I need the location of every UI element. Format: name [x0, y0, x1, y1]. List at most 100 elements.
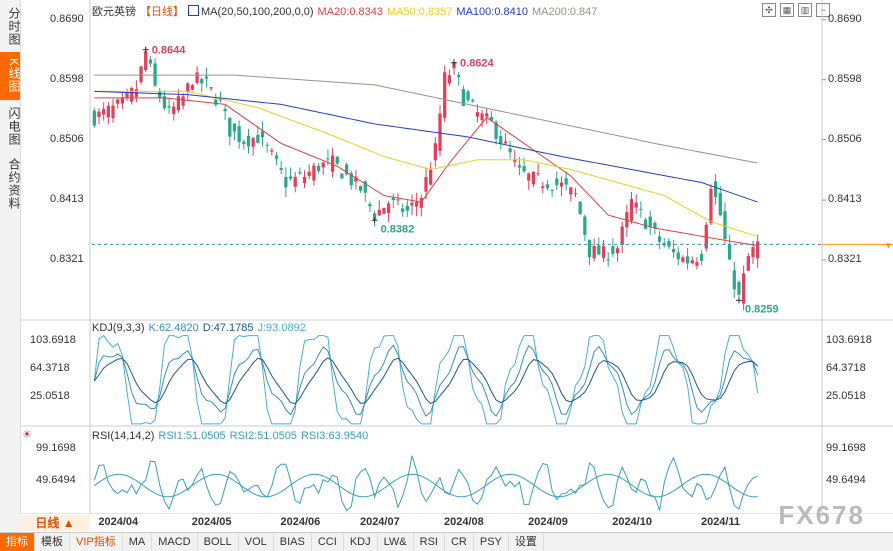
candle-body: [555, 178, 559, 186]
candle-body: [625, 212, 629, 228]
candle-body: [391, 197, 395, 200]
toolbar-indicators[interactable]: 指标: [0, 533, 35, 551]
candle-body: [709, 188, 713, 224]
candle-body: [153, 63, 157, 86]
candle-body: [653, 223, 657, 229]
layout-icon[interactable]: ▥: [798, 3, 812, 17]
annotation-label: 0.8644: [152, 45, 187, 57]
candle-body: [330, 155, 335, 172]
tab-timeshare[interactable]: 分时图: [7, 6, 21, 46]
candle-body: [186, 83, 190, 92]
rsi-legend: RSI(14,14,2) RSI1:51.0505 RSI2:51.0505 RSI3…: [92, 430, 372, 442]
candle-body: [583, 216, 587, 235]
kdj-tick-left-2: 25.0518: [30, 390, 70, 402]
toolbar-vol[interactable]: VOL: [239, 533, 274, 551]
candle-body: [746, 256, 750, 271]
toolbar-vip[interactable]: VIP指标: [70, 533, 123, 551]
price-tick-left: 0.8506: [50, 132, 84, 145]
candle-body: [433, 143, 437, 161]
tab-contract-info[interactable]: 合约资料: [7, 158, 21, 210]
candle-body: [424, 176, 428, 192]
toolbar-psy[interactable]: PSY: [474, 533, 509, 551]
kdj-j: J:93.0892: [257, 322, 306, 334]
candle-body: [358, 186, 363, 191]
candle-body: [671, 248, 676, 253]
price-chart[interactable]: ▼ 0.8644 0.8624 0.8382 0.8259: [0, 0, 893, 514]
candle-body: [461, 89, 466, 107]
candle-body: [494, 122, 498, 139]
candle-body: [125, 92, 129, 98]
candle-body: [615, 248, 620, 254]
date-label: 2024/07: [359, 516, 400, 528]
candle-body: [326, 158, 330, 160]
date-label: 2024/06: [280, 516, 321, 528]
candle-body: [321, 162, 325, 168]
price-tick-left: 0.8321: [50, 253, 84, 265]
candle-body: [690, 260, 694, 264]
toolbar-lw[interactable]: LW&: [378, 533, 414, 551]
period-button[interactable]: 日线 ▲: [20, 515, 90, 531]
toolbar-cr[interactable]: CR: [445, 533, 474, 551]
candle-body: [162, 96, 167, 109]
candle-body: [344, 164, 349, 175]
candle-body: [667, 241, 671, 247]
candle-body: [312, 165, 316, 181]
candle-body: [728, 244, 732, 260]
candle-body: [489, 116, 494, 121]
candle-body: [92, 110, 96, 126]
candle-body: [284, 176, 288, 188]
candle-body: [256, 134, 260, 143]
date-label: 2024/05: [191, 516, 232, 528]
toolbar-cci[interactable]: CCI: [312, 533, 344, 551]
candle-body: [396, 199, 400, 201]
ma20-line: [94, 97, 758, 247]
rsi3-value: RSI3:63.9540: [300, 430, 369, 442]
candle-body: [578, 201, 582, 215]
candle-body: [237, 126, 241, 143]
rsi-tick-right-0: 99.1698: [826, 442, 866, 454]
toolbar-kdj[interactable]: KDJ: [344, 533, 378, 551]
candle-body: [302, 176, 307, 184]
kdj-tick-left-0: 103.6918: [30, 334, 76, 346]
toolbar-ma[interactable]: MA: [123, 533, 153, 551]
toolbar-template[interactable]: 模板: [35, 533, 70, 551]
candle-body: [158, 91, 162, 99]
candle-body: [592, 245, 596, 259]
period-label[interactable]: 【日线】: [140, 6, 184, 18]
kdj-tick-right-0: 103.6918: [826, 334, 872, 346]
rsi-settings-icon[interactable]: ☀: [22, 429, 32, 441]
candle-body: [368, 203, 372, 207]
candle-body: [405, 205, 409, 211]
grid-icon[interactable]: ▦: [780, 3, 794, 17]
candle-body: [195, 72, 199, 83]
candle-body: [363, 181, 367, 193]
ma-label: MA(20,50,100,200,0,0): [201, 6, 314, 18]
toolbar-boll[interactable]: BOLL: [198, 533, 239, 551]
candle-body: [204, 76, 209, 79]
ma200-line: [94, 74, 758, 164]
candle-body: [639, 209, 643, 211]
candle-body: [527, 173, 531, 181]
candle-body: [536, 173, 540, 175]
annotation-label: 0.8259: [745, 303, 779, 315]
ma-settings-icon[interactable]: [188, 5, 199, 16]
price-tick-right: 0.8598: [828, 72, 862, 85]
crosshair-icon[interactable]: ✣: [762, 3, 776, 17]
candle-body: [629, 198, 634, 221]
toolbar-bias[interactable]: BIAS: [274, 533, 312, 551]
candle-body: [499, 136, 503, 144]
toolbar-settings[interactable]: 设置: [509, 533, 544, 551]
candle-body: [513, 159, 517, 162]
toolbar-rsi[interactable]: RSI: [414, 533, 445, 551]
candle-body: [676, 252, 680, 260]
candle-body: [415, 201, 419, 207]
candle-body: [695, 261, 699, 266]
candle-body: [503, 141, 508, 144]
tab-lightning[interactable]: 闪电图: [7, 106, 21, 146]
toolbar-macd[interactable]: MACD: [152, 533, 198, 551]
candle-body: [349, 173, 353, 186]
price-tick-left: 0.8690: [50, 12, 84, 25]
candle-body: [335, 156, 339, 164]
minus-icon[interactable]: −: [816, 3, 830, 17]
tab-kline[interactable]: K线图: [0, 52, 21, 100]
